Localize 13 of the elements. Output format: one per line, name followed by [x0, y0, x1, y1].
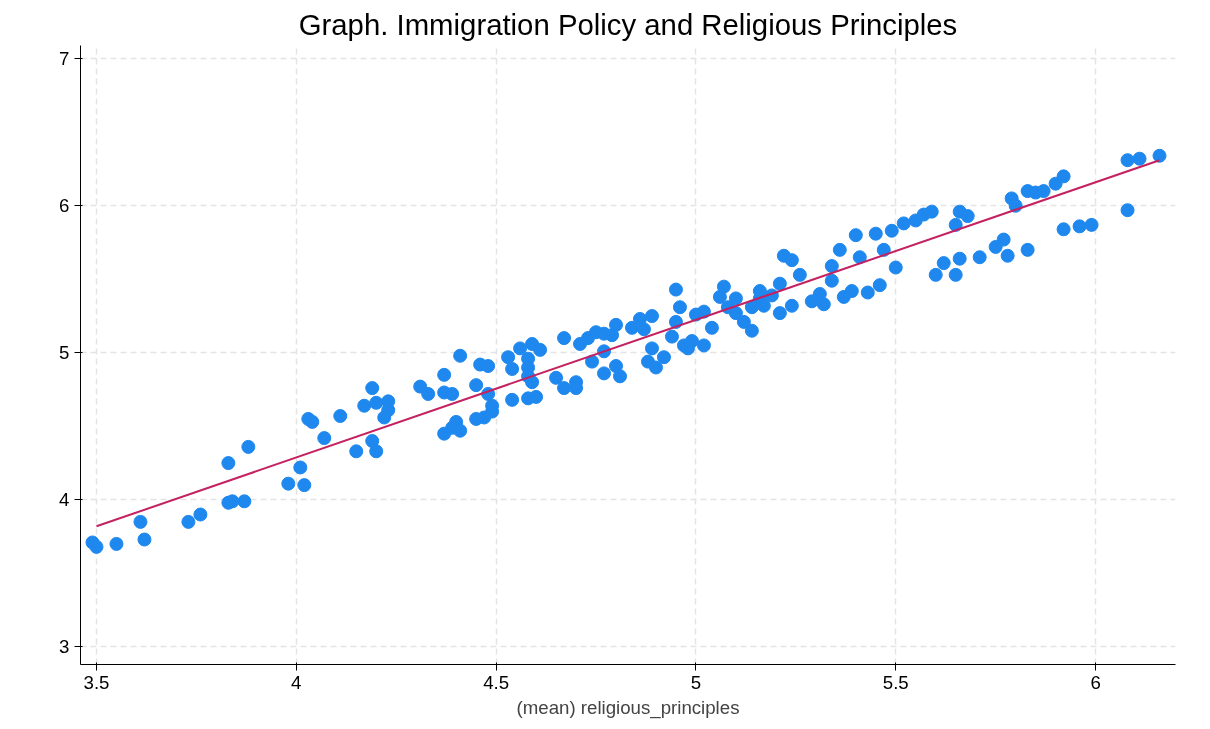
x-tick-label: 5: [690, 671, 702, 693]
x-tick-label: 4: [291, 671, 302, 693]
x-tick-label: 5.5: [882, 671, 909, 693]
chart-title: Graph. Immigration Policy and Religious Principles: [298, 7, 958, 41]
x-tick-label: 6: [1090, 671, 1101, 693]
x-axis-title: (mean) religious_principles: [516, 696, 740, 719]
y-tick-label: 7: [59, 48, 70, 70]
x-tick-label: 3.5: [83, 671, 110, 693]
y-tick-label: 4: [59, 489, 70, 511]
y-tick-label: 5: [59, 342, 70, 364]
y-tick-label: 3: [59, 636, 70, 658]
y-tick-label: 6: [59, 195, 70, 217]
x-tick-label: 4.5: [483, 671, 510, 693]
